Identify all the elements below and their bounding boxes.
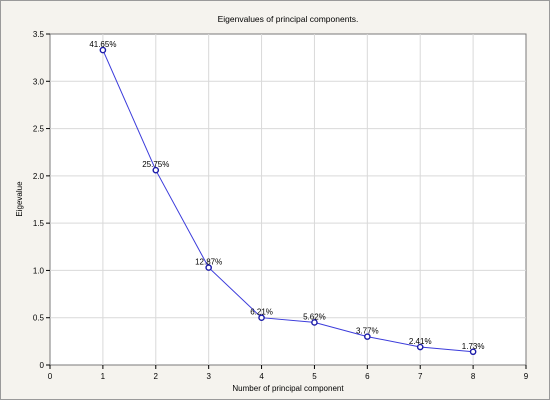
x-tick-label: 4 [259, 372, 264, 381]
x-tick-label: 7 [418, 372, 423, 381]
data-label: 6.21% [250, 308, 273, 317]
y-tick-label: 1.0 [33, 266, 45, 275]
data-point [311, 319, 318, 326]
data-label: 41.65% [89, 40, 116, 49]
data-label: 25.75% [142, 160, 169, 169]
x-tick-label: 1 [101, 372, 106, 381]
x-tick-label: 0 [48, 372, 53, 381]
data-label: 3.77% [356, 327, 379, 336]
data-point [258, 314, 265, 322]
x-tick-label: 3 [206, 372, 211, 381]
y-tick-label: 1.5 [33, 219, 45, 228]
y-tick-label: 0 [40, 361, 45, 370]
y-axis-title: Eigevalue [15, 181, 24, 217]
data-point [469, 348, 477, 356]
plot-area [49, 33, 527, 366]
data-point [152, 166, 160, 174]
axis-ticks: 0 0.5 1.0 1.5 2.0 2.5 3.0 3.5 0 1 2 3 4 5 6 7 8 9 [33, 30, 529, 381]
data-point [364, 333, 371, 340]
x-axis-title: Number of principal component [232, 384, 344, 393]
y-tick-label: 3.0 [33, 77, 45, 86]
y-tick-label: 0.5 [33, 314, 45, 323]
data-point [99, 46, 107, 54]
x-tick-label: 5 [312, 372, 317, 381]
chart-title: Eigenvalues of principal components. [218, 14, 359, 24]
data-label: 1.73% [462, 342, 485, 351]
eigenvalue-line [102, 49, 474, 353]
y-tick-label: 2.5 [33, 125, 45, 134]
grid-lines [50, 34, 526, 365]
data-label: 5.62% [303, 312, 326, 321]
x-tick-label: 9 [524, 372, 529, 381]
y-tick-label: 3.5 [33, 30, 45, 39]
series-line [99, 46, 477, 356]
y-tick-label: 2.0 [33, 172, 45, 181]
data-point [205, 264, 212, 271]
data-label: 2.41% [409, 337, 432, 346]
data-point [416, 343, 424, 351]
x-tick-label: 2 [154, 372, 159, 381]
data-labels: 41.65% 25.75% 12.87% 6.21% 5.62% 3.77% 2.41% 1.… [89, 40, 484, 351]
x-tick-label: 8 [471, 372, 476, 381]
data-label: 12.87% [195, 258, 222, 267]
x-tick-label: 6 [365, 372, 370, 381]
